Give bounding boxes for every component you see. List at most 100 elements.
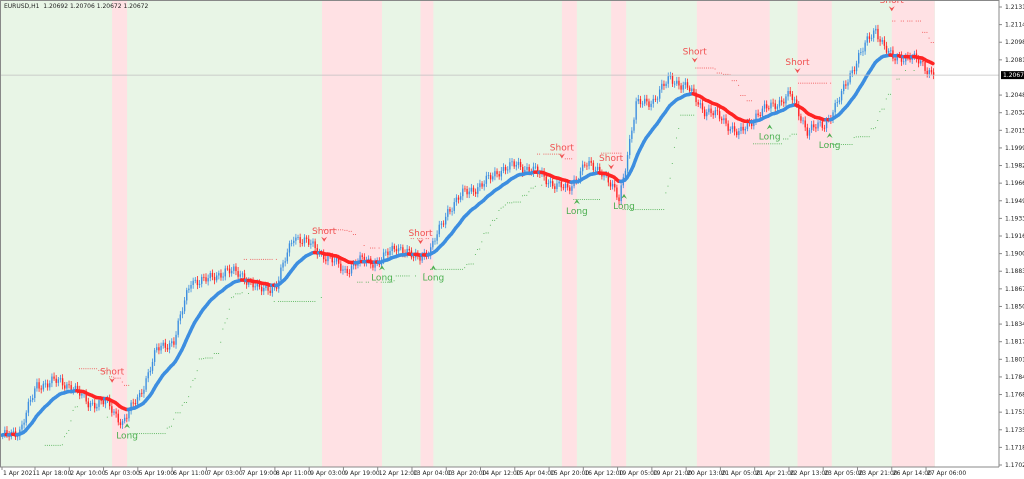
short-stop-dot xyxy=(115,377,117,379)
candle-body xyxy=(680,85,682,90)
x-tick-label: 12 Apr 12:00 xyxy=(379,470,418,477)
long-stop-dot xyxy=(147,433,149,435)
candle-body xyxy=(237,271,239,277)
short-stop-dot xyxy=(109,376,110,378)
long-stop-dot xyxy=(778,143,780,145)
candle-body xyxy=(233,266,235,271)
current-price-badge xyxy=(1001,71,1024,80)
y-tick-label: 1.17845 xyxy=(1005,374,1024,381)
candle-body xyxy=(27,401,30,413)
short-stop-dot xyxy=(751,100,752,102)
candle-body xyxy=(526,166,528,170)
long-stop-dot xyxy=(286,300,288,302)
y-tick-label: 1.21145 xyxy=(1005,22,1024,29)
candle-body xyxy=(825,120,828,129)
candle-body xyxy=(804,120,806,128)
short-stop-dot xyxy=(736,80,737,82)
candle-body xyxy=(243,273,246,282)
candle-body xyxy=(342,269,344,271)
y-tick-label: 1.18670 xyxy=(1005,286,1024,293)
short-stop-dot xyxy=(900,20,902,22)
candle-body xyxy=(111,406,113,413)
y-tick-label: 1.18505 xyxy=(1005,303,1024,310)
candle-body xyxy=(192,280,194,285)
long-stop-dot xyxy=(885,98,887,100)
short-stop-dot xyxy=(419,238,421,240)
candle-body xyxy=(586,165,588,167)
short-stop-dot xyxy=(716,72,718,74)
long-stop-dot xyxy=(498,210,500,211)
candle-body xyxy=(721,118,723,121)
long-stop-dot xyxy=(393,280,395,282)
candle-body xyxy=(885,45,888,53)
short-signal-label: Short xyxy=(683,47,708,57)
short-stop-dot xyxy=(727,73,729,75)
long-stop-dot xyxy=(359,281,361,283)
short-stop-dot xyxy=(892,20,894,22)
candle-body xyxy=(778,100,781,107)
candle-body xyxy=(113,411,115,413)
candle-body xyxy=(421,255,423,261)
long-stop-dot xyxy=(222,328,224,330)
long-stop-dot xyxy=(226,318,228,320)
candle-body xyxy=(46,383,49,388)
short-stop-dot xyxy=(245,258,247,260)
candle-body xyxy=(862,51,864,53)
candle-body xyxy=(922,60,924,63)
long-stop-dot xyxy=(209,357,211,359)
symbol-label: EURUSD,H1 xyxy=(4,3,40,10)
long-stop-dot xyxy=(686,114,688,116)
long-stop-dot xyxy=(887,93,889,95)
candle-body xyxy=(333,261,336,263)
short-zone xyxy=(561,0,577,467)
long-stop-dot xyxy=(492,219,493,221)
long-stop-dot xyxy=(400,275,401,277)
candle-body xyxy=(500,171,503,177)
candle-body xyxy=(710,108,712,114)
y-tick-label: 1.17020 xyxy=(1005,462,1024,469)
long-stop-dot xyxy=(462,268,463,270)
candle-body xyxy=(810,124,813,131)
short-stop-dot xyxy=(603,152,605,154)
short-arrow-icon xyxy=(691,57,698,63)
short-stop-dot xyxy=(614,152,615,154)
long-stop-dot xyxy=(532,187,534,189)
candle-body xyxy=(141,392,143,394)
short-stop-dot xyxy=(340,229,342,231)
candle-body xyxy=(12,431,15,433)
long-stop-dot xyxy=(457,268,459,270)
long-stop-dot xyxy=(678,128,680,129)
short-zone xyxy=(112,0,128,467)
candle-body xyxy=(650,103,652,107)
candle-body xyxy=(609,182,612,187)
long-stop-dot xyxy=(295,300,297,302)
long-stop-dot xyxy=(673,146,675,148)
candle-body xyxy=(620,185,622,202)
short-stop-dot xyxy=(706,67,707,69)
short-stop-dot xyxy=(89,368,91,370)
candle-body xyxy=(787,90,789,97)
long-stop-dot xyxy=(872,128,874,130)
short-arrow-icon xyxy=(417,238,424,244)
y-tick-label: 1.20155 xyxy=(1005,127,1024,134)
candle-body xyxy=(686,82,689,88)
short-stop-dot xyxy=(924,31,926,33)
long-stop-dot xyxy=(305,300,307,302)
candle-body xyxy=(703,109,706,117)
short-stop-dot xyxy=(808,82,810,84)
short-stop-dot xyxy=(798,82,799,84)
candle-body xyxy=(109,398,111,407)
candle-body xyxy=(902,61,905,63)
long-stop-dot xyxy=(395,275,397,277)
x-tick-label: 9 Apr 03:00 xyxy=(310,470,345,477)
candle-body xyxy=(667,76,669,84)
long-stop-dot xyxy=(624,209,626,211)
long-stop-dot xyxy=(851,144,853,145)
candle-body xyxy=(492,176,494,180)
long-stop-dot xyxy=(57,444,59,446)
short-stop-dot xyxy=(83,368,85,370)
long-stop-dot xyxy=(130,433,132,435)
candle-body xyxy=(94,402,96,409)
candle-body xyxy=(350,265,353,274)
